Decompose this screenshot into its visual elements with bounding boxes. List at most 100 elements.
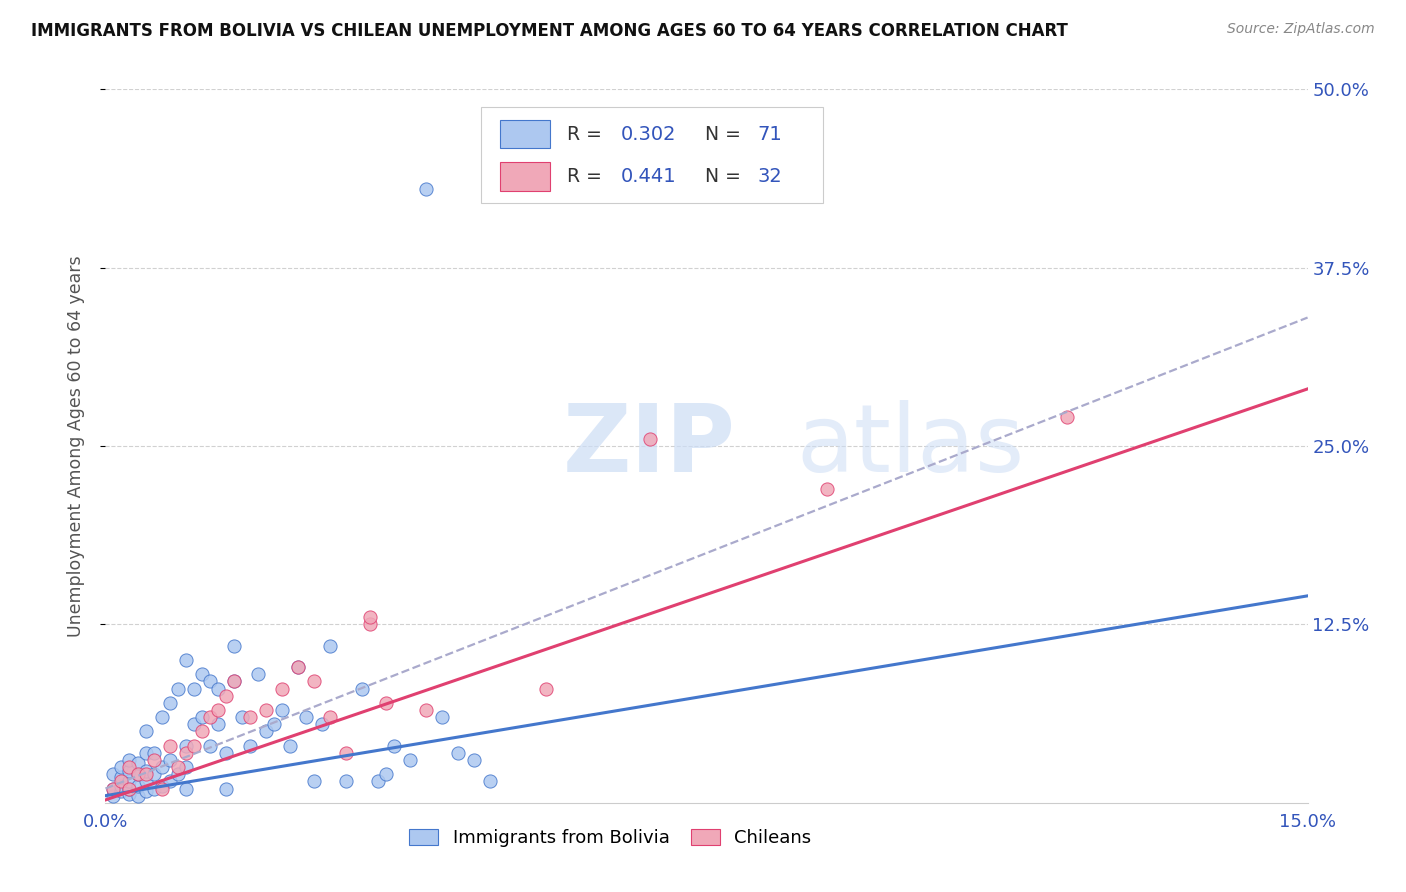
Point [382,739,405,753]
Point [150,781,173,796]
Point [1056,410,1078,425]
Point [270,703,292,717]
Legend: Immigrants from Bolivia, Chileans: Immigrants from Bolivia, Chileans [402,822,818,855]
Point [135,764,157,779]
Point [118,753,141,767]
Point [135,784,157,798]
Point [127,767,149,781]
Point [135,724,157,739]
Text: 0.441: 0.441 [621,167,676,186]
Text: R =: R = [567,125,607,144]
Text: N =: N = [706,125,747,144]
Point [374,696,398,710]
Point [127,779,149,793]
Point [415,703,437,717]
Text: R =: R = [567,167,607,186]
Point [127,789,149,803]
Point [127,756,149,770]
Point [103,767,125,781]
Point [214,689,236,703]
Point [278,739,301,753]
Point [159,696,181,710]
Point [302,674,325,689]
Point [118,781,141,796]
Point [430,710,453,724]
Point [335,746,357,760]
Point [118,787,141,801]
Point [166,681,188,696]
Point [174,739,197,753]
Point [311,717,333,731]
Point [447,746,470,760]
Point [254,703,277,717]
Point [150,760,173,774]
Point [110,760,132,774]
Point [174,760,197,774]
Point [159,753,181,767]
Point [214,781,236,796]
Bar [499,120,550,148]
Point [222,639,245,653]
Bar [481,107,823,203]
Point [207,703,229,717]
Point [214,746,236,760]
Point [415,182,437,196]
Point [159,739,181,753]
Point [150,710,173,724]
Point [263,717,285,731]
Point [142,767,165,781]
Point [246,667,269,681]
Point [207,717,229,731]
Point [142,753,165,767]
Point [110,774,132,789]
Point [319,710,342,724]
Point [287,660,309,674]
Point [198,739,221,753]
Point [174,746,197,760]
Point [359,617,381,632]
Y-axis label: Unemployment Among Ages 60 to 64 years: Unemployment Among Ages 60 to 64 years [66,255,84,637]
Point [118,760,141,774]
Point [118,774,141,789]
Point [367,774,389,789]
Point [231,710,253,724]
Point [335,774,357,789]
Point [135,746,157,760]
Text: 32: 32 [756,167,782,186]
Point [159,774,181,789]
Point [295,710,318,724]
Point [127,767,149,781]
Point [399,753,422,767]
Point [207,681,229,696]
Point [142,781,165,796]
Point [198,674,221,689]
Point [254,724,277,739]
Point [239,710,262,724]
Point [174,653,197,667]
Point [118,781,141,796]
Text: atlas: atlas [797,400,1025,492]
Point [479,774,502,789]
Point [103,789,125,803]
Bar [499,162,550,191]
Point [190,710,212,724]
Point [270,681,292,696]
Text: 71: 71 [756,125,782,144]
Point [110,770,132,784]
Point [198,710,221,724]
Point [110,779,132,793]
Text: 0.302: 0.302 [621,125,676,144]
Point [118,764,141,779]
Point [190,724,212,739]
Point [815,482,838,496]
Point [319,639,342,653]
Point [135,767,157,781]
Point [350,681,373,696]
Point [166,760,188,774]
Point [150,779,173,793]
Point [166,767,188,781]
Point [463,753,485,767]
Text: N =: N = [706,167,747,186]
Point [287,660,309,674]
Point [183,717,205,731]
